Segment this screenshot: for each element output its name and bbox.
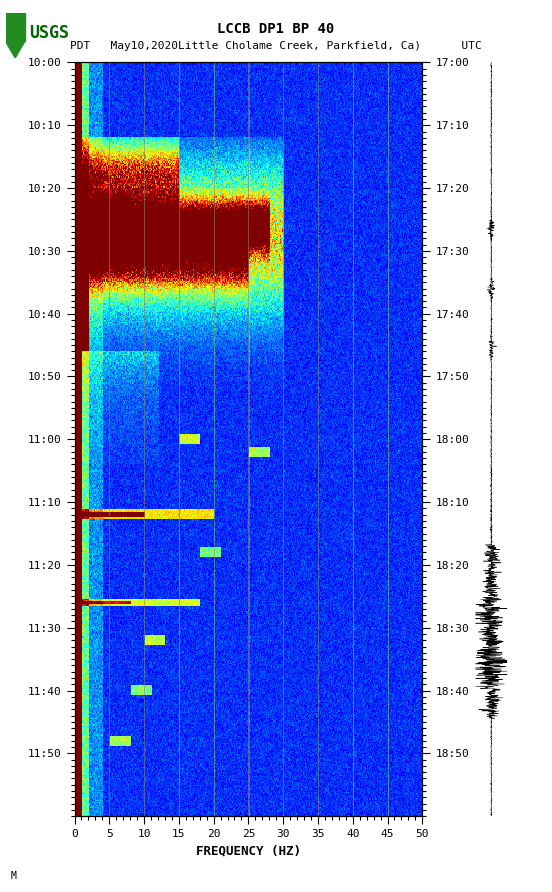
Bar [6,13,25,41]
Text: LCCB DP1 BP 40: LCCB DP1 BP 40 [217,21,335,36]
X-axis label: FREQUENCY (HZ): FREQUENCY (HZ) [196,845,301,858]
Text: M: M [11,871,17,880]
Text: USGS: USGS [29,24,68,43]
Text: PDT   May10,2020Little Cholame Creek, Parkfield, Ca)      UTC: PDT May10,2020Little Cholame Creek, Park… [70,41,482,52]
Polygon shape [6,41,25,58]
